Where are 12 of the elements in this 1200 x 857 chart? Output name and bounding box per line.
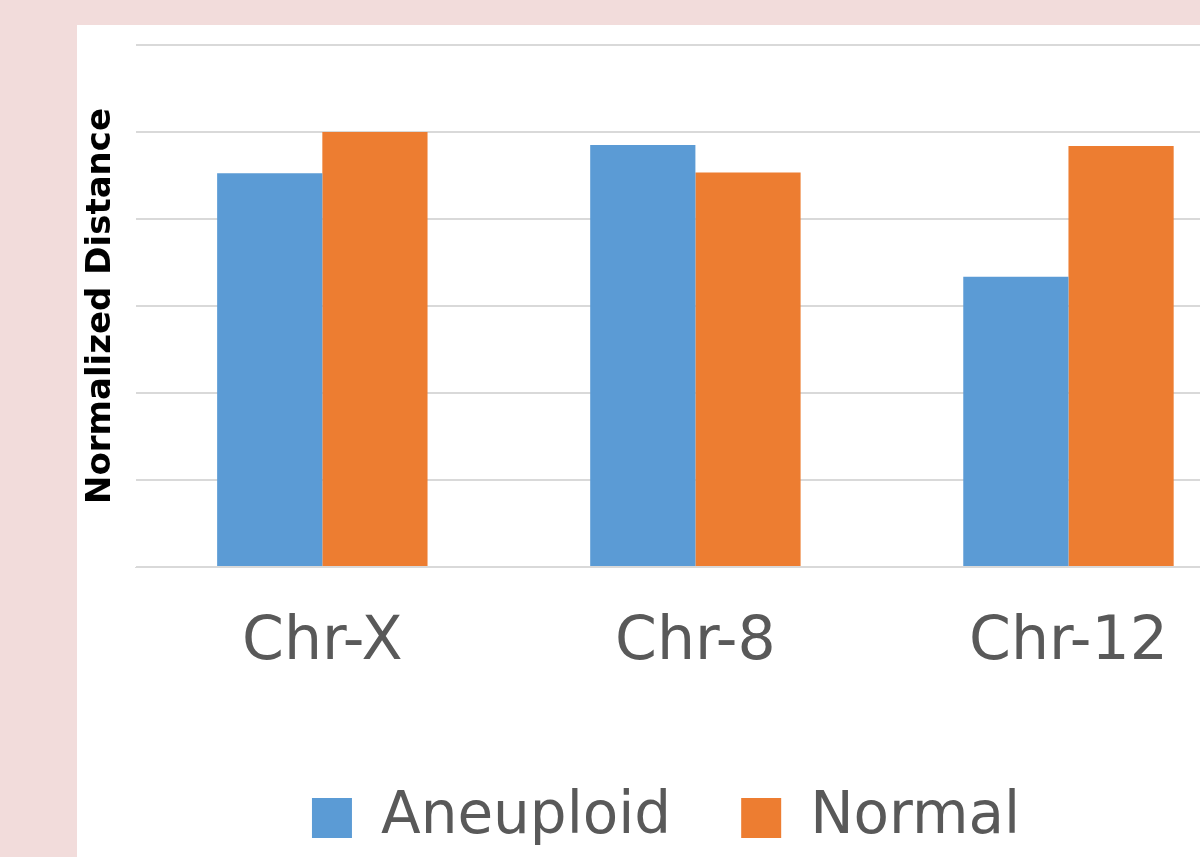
legend-label: Normal (810, 779, 1021, 848)
x-tick-label: Chr-12 (969, 602, 1168, 673)
bar (695, 172, 801, 566)
x-tick-label: Chr-X (242, 602, 403, 673)
bar (322, 132, 428, 566)
bar (217, 173, 323, 566)
bar (590, 145, 696, 566)
bar (963, 276, 1069, 566)
x-tick-label: Chr-8 (615, 602, 776, 673)
bar (1068, 145, 1174, 566)
y-axis-title: Normalized Distance (78, 107, 119, 505)
legend-label: Aneuploid (380, 779, 672, 848)
